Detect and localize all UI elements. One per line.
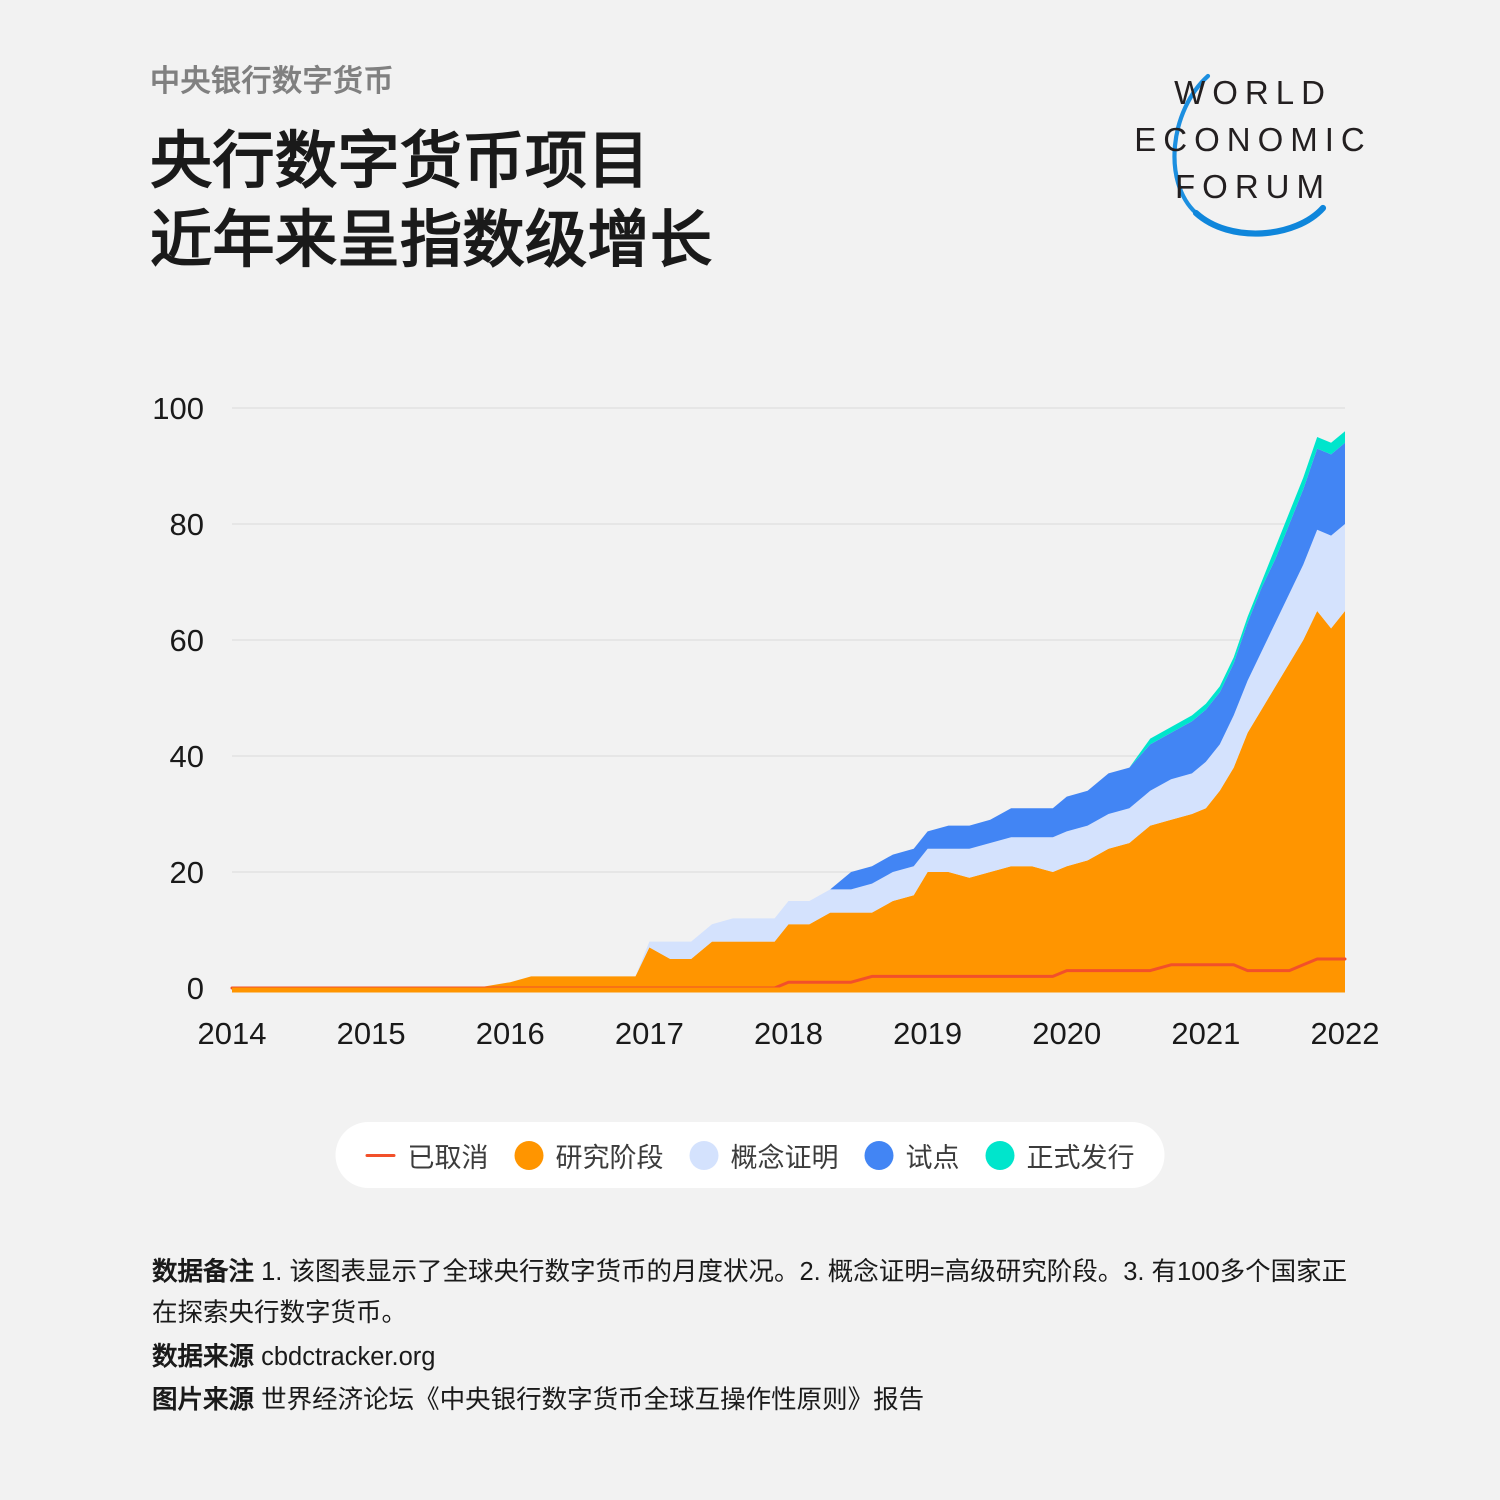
footnote-value: cbdctracker.org xyxy=(254,1342,436,1371)
legend-marker-dot-icon xyxy=(985,1140,1015,1170)
chart-areas xyxy=(232,431,1345,988)
footnote-value: 1. 该图表显示了全球央行数字货币的月度状况。2. 概念证明=高级研究阶段。3.… xyxy=(152,1258,1348,1328)
wef-logo-line-3: FORUM xyxy=(1175,167,1331,205)
x-tick-label-2018: 2018 xyxy=(754,1016,823,1051)
legend-marker-line-icon xyxy=(365,1153,396,1157)
footnote-row-1: 数据来源 cbdctracker.org xyxy=(152,1337,1362,1378)
y-tick-label-40: 40 xyxy=(170,739,204,774)
stacked-area-chart: 0 20 40 60 80 100 2014 2015 2016 2017 2018 2019 202… xyxy=(0,340,1500,1080)
x-tick-label-2015: 2015 xyxy=(337,1016,406,1051)
header: 中央银行数字货币 央行数字货币项目 近年来呈指数级增长 xyxy=(150,64,1400,304)
x-tick-label-2016: 2016 xyxy=(476,1016,545,1051)
area-series-0 xyxy=(232,611,1345,988)
legend-item-0[interactable]: 已取消 xyxy=(365,1136,489,1175)
legend-item-1[interactable]: 研究阶段 xyxy=(514,1136,664,1175)
wef-logo: WORLD ECONOMIC FORUM xyxy=(1118,70,1388,260)
footnote-key: 数据来源 xyxy=(152,1342,255,1371)
y-tick-label-100: 100 xyxy=(152,391,204,426)
x-tick-label-2019: 2019 xyxy=(893,1016,962,1051)
footnote-key: 数据备注 xyxy=(152,1258,255,1286)
x-tick-label-2014: 2014 xyxy=(198,1016,267,1051)
wef-logo-line-1: WORLD xyxy=(1174,74,1332,111)
headline-line-2: 近年来呈指数级增长 xyxy=(150,206,713,276)
legend-label: 概念证明 xyxy=(730,1142,839,1173)
legend-label: 已取消 xyxy=(407,1142,489,1173)
wef-logo-line-2: ECONOMIC xyxy=(1134,120,1372,158)
legend-marker-dot-icon xyxy=(689,1140,719,1170)
x-tick-label-2022: 2022 xyxy=(1311,1016,1380,1051)
legend-item-4[interactable]: 正式发行 xyxy=(985,1136,1135,1175)
page-title: 央行数字货币项目 近年来呈指数级增长 xyxy=(150,122,1400,281)
legend-label: 试点 xyxy=(905,1142,960,1173)
legend-marker-dot-icon xyxy=(514,1140,544,1170)
chart-x-axis-labels: 2014 2015 2016 2017 2018 2019 2020 2021 2022 xyxy=(198,1016,1380,1051)
legend-item-2[interactable]: 概念证明 xyxy=(689,1136,839,1175)
y-tick-label-60: 60 xyxy=(170,623,204,658)
footnotes: 数据备注 1. 该图表显示了全球央行数字货币的月度状况。2. 概念证明=高级研究… xyxy=(152,1252,1362,1423)
chart-canvas: 0 20 40 60 80 100 2014 2015 2016 2017 2018 2019 202… xyxy=(152,391,1380,1051)
chart-y-axis-labels: 0 20 40 60 80 100 xyxy=(152,391,204,1006)
legend-item-3[interactable]: 试点 xyxy=(864,1136,960,1175)
wef-logo-arc-icon xyxy=(1172,73,1327,237)
wef-logo-text: WORLD ECONOMIC FORUM xyxy=(1118,70,1388,211)
chart-legend: 已取消 研究阶段 概念证明 试点 正式发行 xyxy=(335,1122,1165,1188)
footnote-row-0: 数据备注 1. 该图表显示了全球央行数字货币的月度状况。2. 概念证明=高级研究… xyxy=(152,1252,1362,1335)
y-tick-label-0: 0 xyxy=(187,971,204,1006)
headline-line-1: 央行数字货币项目 xyxy=(150,127,651,196)
x-tick-label-2017: 2017 xyxy=(615,1016,684,1051)
legend-marker-dot-icon xyxy=(864,1140,894,1170)
y-tick-label-20: 20 xyxy=(170,855,204,890)
kicker-text: 中央银行数字货币 xyxy=(150,65,394,98)
x-tick-label-2020: 2020 xyxy=(1032,1016,1101,1051)
footnote-value: 世界经济论坛《中央银行数字货币全球互操作性原则》报告 xyxy=(254,1385,925,1414)
footnote-key: 图片来源 xyxy=(152,1385,255,1414)
x-tick-label-2021: 2021 xyxy=(1171,1016,1240,1051)
legend-label: 研究阶段 xyxy=(555,1142,664,1173)
footnote-row-2: 图片来源 世界经济论坛《中央银行数字货币全球互操作性原则》报告 xyxy=(152,1380,1362,1421)
legend-label: 正式发行 xyxy=(1026,1142,1135,1173)
y-tick-label-80: 80 xyxy=(170,507,204,542)
